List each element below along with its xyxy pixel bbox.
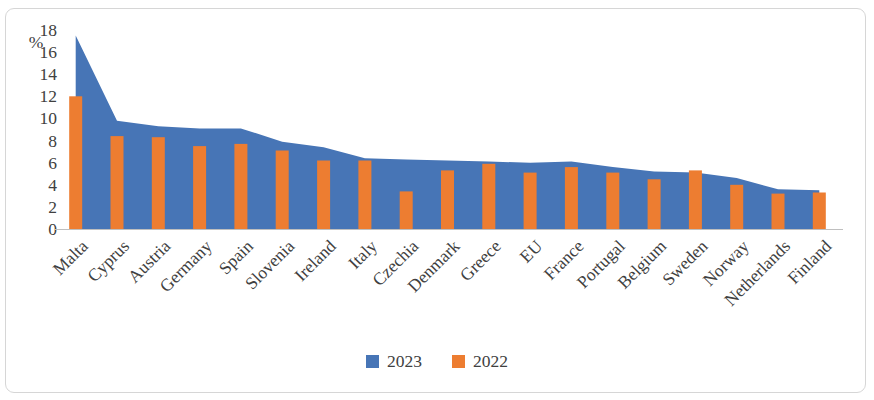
bar-2022: [813, 193, 826, 230]
x-tick-label: Finland: [783, 236, 835, 288]
legend-swatch-2022: [452, 355, 465, 368]
y-tick-label: 12: [40, 86, 58, 106]
x-tick-label-group: Cyprus: [83, 236, 133, 286]
x-tick-label: Cyprus: [83, 236, 133, 286]
legend-item-2023: 2023: [366, 351, 422, 372]
x-tick-label-group: Ireland: [290, 236, 339, 285]
bar-2022: [111, 136, 124, 229]
bar-2022: [317, 161, 330, 230]
y-tick-label: 8: [48, 131, 57, 151]
bar-2022: [358, 161, 371, 230]
bar-2022: [772, 194, 785, 229]
bar-2022: [400, 191, 413, 229]
bar-2022: [482, 164, 495, 229]
bar-2022: [730, 185, 743, 229]
x-tick-label: Greece: [456, 236, 505, 285]
y-tick-label: 10: [40, 108, 58, 128]
legend-swatch-2023: [366, 355, 379, 368]
legend-label-2022: 2022: [473, 351, 508, 372]
chart-figure: 024681012141618%MaltaCyprusAustriaGerman…: [0, 0, 874, 400]
bar-2022: [441, 170, 454, 229]
bar-2022: [276, 151, 289, 230]
legend-item-2022: 2022: [452, 351, 508, 372]
bar-2022: [648, 179, 661, 229]
bar-2022: [689, 170, 702, 229]
x-tick-label-group: Finland: [783, 236, 835, 288]
x-tick-label-group: Greece: [456, 236, 505, 285]
chart-legend: 2023 2022: [0, 351, 874, 372]
x-tick-label: EU: [516, 236, 547, 267]
bar-2022: [606, 173, 619, 229]
y-tick-label: 2: [48, 197, 57, 217]
percent-axis-label: %: [29, 32, 44, 52]
bar-2022: [524, 173, 537, 229]
legend-label-2023: 2023: [387, 351, 422, 372]
x-tick-label-group: EU: [516, 236, 547, 267]
combo-chart: 024681012141618%MaltaCyprusAustriaGerman…: [0, 0, 874, 400]
bar-2022: [193, 146, 206, 229]
x-tick-label: Ireland: [290, 236, 339, 285]
y-tick-label: 14: [40, 64, 58, 84]
bar-2022: [234, 144, 247, 229]
y-tick-label: 4: [48, 175, 57, 195]
bar-2022: [152, 137, 165, 229]
bar-2022: [69, 96, 82, 229]
bar-2022: [565, 167, 578, 229]
y-tick-label: 6: [48, 153, 57, 173]
